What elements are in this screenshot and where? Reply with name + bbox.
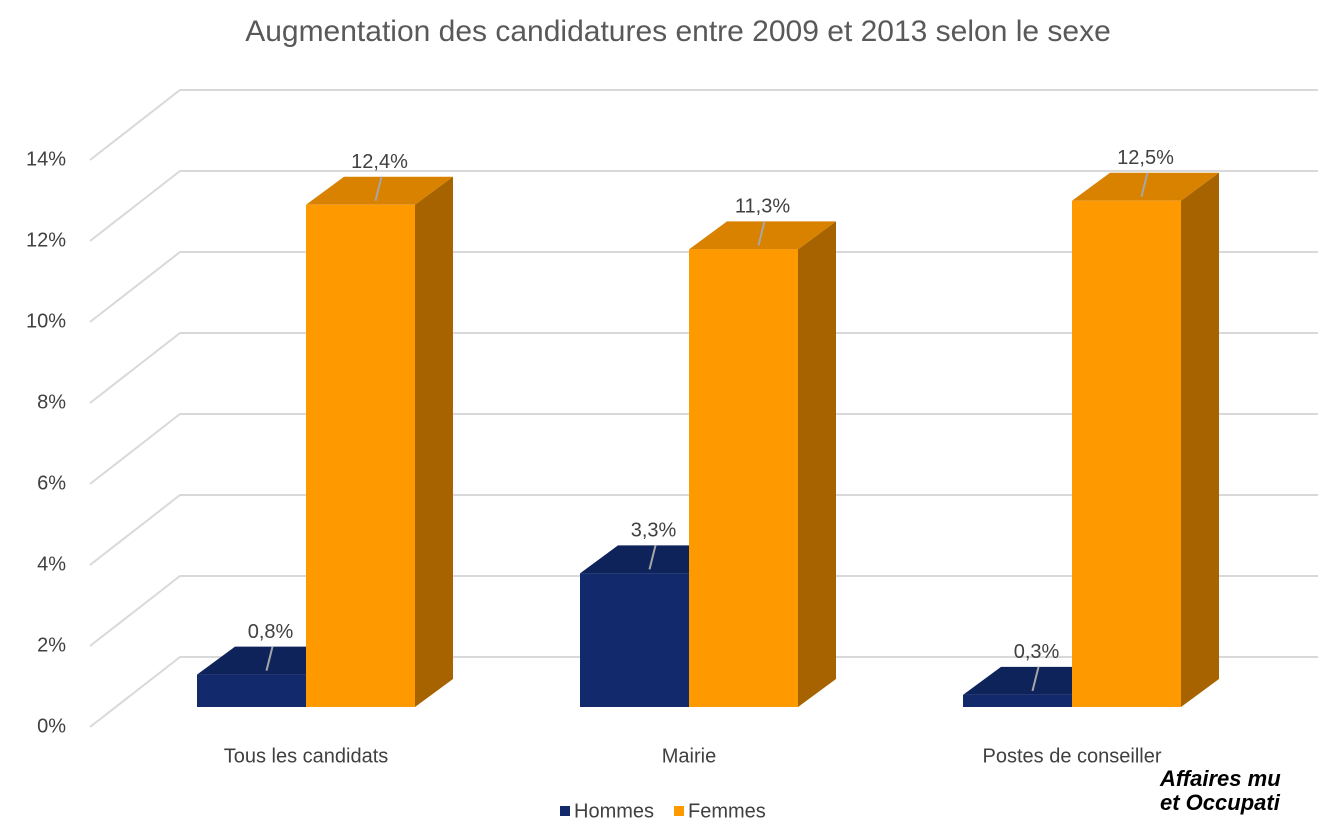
leader-line [757, 221, 766, 246]
annotation: Affaires mu [1159, 766, 1281, 791]
y-tick-label: 6% [37, 472, 66, 494]
y-tick-label: 14% [26, 148, 66, 170]
x-tick-label: Mairie [662, 745, 716, 767]
bar-top [306, 176, 453, 205]
bar [963, 694, 1072, 707]
bar [689, 249, 798, 707]
bar [580, 573, 689, 707]
bar-side [415, 176, 453, 708]
value-label: 12,5% [1117, 147, 1174, 169]
grid-line [89, 656, 1318, 728]
grid-line [89, 89, 1318, 161]
grid-line [89, 170, 1318, 242]
leader-line [265, 646, 274, 671]
grid-line [89, 575, 1318, 647]
grid-line [89, 413, 1318, 485]
value-label: 0,8% [248, 621, 294, 643]
y-tick-label: 4% [37, 553, 66, 575]
grid-line [89, 494, 1318, 566]
legend-label: Hommes [574, 800, 654, 822]
value-label: 11,3% [735, 196, 790, 218]
value-label: 12,4% [351, 151, 408, 173]
value-label: 3,3% [631, 520, 677, 542]
legend-swatch [560, 806, 570, 816]
annotation: et Occupati [1160, 790, 1281, 815]
x-tick-label: Tous les candidats [224, 745, 389, 767]
leader-line [648, 545, 657, 570]
bar-top [689, 221, 836, 250]
leader-line [1031, 666, 1040, 692]
chart-title: Augmentation des candidatures entre 2009… [245, 15, 1111, 48]
grid-line [89, 251, 1318, 323]
legend-label: Femmes [688, 800, 766, 822]
bar-top [1072, 172, 1219, 201]
bar [1072, 200, 1181, 707]
leader-line [374, 176, 383, 202]
bar-side [798, 221, 836, 707]
y-tick-label: 10% [26, 310, 66, 332]
y-tick-label: 2% [37, 634, 66, 656]
legend-swatch [674, 806, 685, 816]
y-tick-label: 12% [26, 229, 66, 251]
bar [197, 674, 306, 707]
value-label: 0,3% [1014, 641, 1060, 663]
grid-line [89, 332, 1318, 404]
bar [306, 204, 415, 708]
x-tick-label: Postes de conseiller [983, 745, 1162, 767]
bar-side [1181, 172, 1219, 707]
leader-line [1140, 172, 1149, 197]
y-tick-label: 0% [37, 715, 66, 737]
y-tick-label: 8% [37, 391, 66, 413]
